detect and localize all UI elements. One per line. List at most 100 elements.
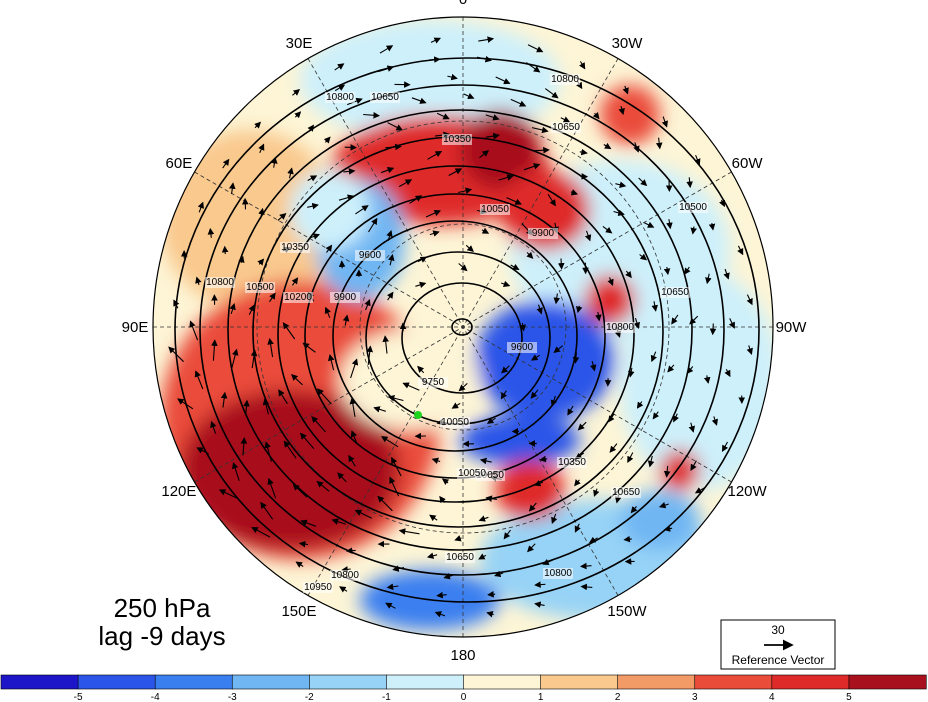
- wind-vector: [221, 245, 229, 255]
- wind-vector: [195, 276, 202, 286]
- wind-vector: [580, 583, 593, 591]
- longitude-label: 150W: [607, 603, 647, 620]
- contour-label: 10650: [446, 552, 474, 563]
- wind-vector: [623, 535, 632, 543]
- wind-vector: [417, 365, 425, 374]
- wind-vector: [723, 268, 730, 280]
- colorbar-tick-label: 3: [692, 692, 698, 702]
- wind-vector: [387, 122, 403, 131]
- wind-vector: [345, 547, 356, 554]
- wind-vector: [291, 277, 299, 286]
- wind-vector: [709, 323, 717, 336]
- wind-vector: [485, 114, 500, 121]
- wind-vector: [342, 314, 350, 326]
- contour-label: 10650: [552, 122, 580, 133]
- longitude-label: 0: [459, 0, 467, 8]
- wind-vector: [557, 258, 565, 270]
- wind-vector: [385, 602, 396, 609]
- wind-vector: [636, 401, 644, 409]
- wind-vector: [690, 460, 697, 471]
- wind-vector: [615, 181, 627, 188]
- longitude-label: 180: [450, 647, 475, 664]
- contour-label: 10050: [458, 468, 486, 479]
- wind-vector: [378, 65, 395, 73]
- wind-vector: [746, 294, 753, 306]
- wind-vector: [530, 354, 540, 361]
- wind-vector: [688, 422, 696, 433]
- wind-vector: [689, 315, 699, 325]
- wind-vector: [441, 478, 450, 485]
- wind-vector: [476, 55, 492, 63]
- wind-vector: [240, 437, 248, 456]
- wind-vector: [260, 501, 274, 520]
- colorbar-tick-label: -1: [382, 692, 391, 702]
- colorbar-swatch: [77, 674, 156, 690]
- contour-label: 10050: [441, 417, 469, 428]
- wind-vector: [478, 36, 495, 43]
- wind-vector: [602, 225, 613, 234]
- reference-vector-box: 30 Reference Vector: [720, 619, 836, 670]
- wind-vector: [331, 518, 346, 525]
- wind-vector: [316, 388, 332, 405]
- contour-label: 10500: [679, 202, 707, 213]
- wind-vector: [542, 558, 554, 566]
- wind-vector: [373, 406, 386, 413]
- wind-vector: [479, 457, 492, 465]
- wind-vector: [547, 194, 556, 207]
- wind-vector: [663, 465, 671, 478]
- colorbar-swatch: [694, 674, 773, 690]
- colorbar-swatch: [154, 674, 233, 690]
- wind-vector: [478, 515, 489, 522]
- wind-vector: [343, 168, 356, 175]
- wind-vector: [386, 291, 394, 301]
- wind-vector: [348, 454, 356, 467]
- wind-vector: [658, 501, 669, 509]
- contour-label: 10800: [206, 277, 234, 288]
- wind-vector: [711, 416, 718, 426]
- wind-vector: [650, 351, 657, 363]
- wind-vector: [292, 89, 301, 96]
- wind-vector: [527, 44, 544, 53]
- wind-vector: [458, 187, 473, 194]
- wind-vector: [287, 167, 294, 179]
- wind-vector: [603, 142, 612, 150]
- wind-vector: [579, 61, 586, 70]
- wind-vector: [427, 150, 443, 160]
- contour-label: 10650: [612, 487, 640, 498]
- colorbar-swatch: [386, 674, 465, 690]
- wind-vector: [703, 375, 711, 384]
- wind-vector: [434, 611, 446, 618]
- colorbar-tick-label: -4: [151, 692, 160, 702]
- contour-label: 10650: [371, 92, 399, 103]
- wind-vector: [458, 382, 468, 392]
- wind-vector: [231, 461, 240, 481]
- contour-label: 10350: [281, 242, 309, 253]
- wind-vector: [436, 591, 447, 599]
- wind-vector: [572, 352, 580, 364]
- wind-vector: [363, 111, 380, 119]
- wind-vector: [339, 586, 348, 593]
- wind-vector: [392, 565, 405, 572]
- wind-vector: [671, 314, 679, 325]
- wind-vector: [500, 390, 508, 400]
- wind-vector: [539, 455, 548, 463]
- wind-vector: [575, 305, 583, 314]
- wind-vector: [177, 398, 194, 410]
- wind-vector: [168, 346, 184, 363]
- wind-vector: [278, 389, 288, 404]
- wind-vector: [661, 116, 668, 128]
- wind-vector: [243, 399, 250, 414]
- wind-vector: [485, 132, 500, 140]
- contour-label: 9600: [359, 250, 382, 261]
- wind-vector: [630, 506, 638, 514]
- wind-vector: [647, 455, 655, 468]
- wind-vector: [229, 303, 236, 315]
- wind-vector: [334, 63, 345, 71]
- wind-vector: [295, 561, 304, 568]
- wind-vector: [448, 168, 463, 176]
- wind-vector: [426, 552, 438, 559]
- wind-vector: [746, 345, 753, 355]
- wind-vector: [447, 73, 458, 81]
- wind-vector: [368, 217, 378, 233]
